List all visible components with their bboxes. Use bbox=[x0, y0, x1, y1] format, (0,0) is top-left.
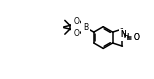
Text: O: O bbox=[134, 33, 140, 42]
Text: O: O bbox=[73, 17, 79, 26]
Text: B: B bbox=[83, 23, 88, 32]
Text: O: O bbox=[73, 29, 79, 38]
Text: H: H bbox=[123, 33, 128, 39]
Text: H: H bbox=[123, 33, 128, 39]
Text: N: N bbox=[120, 30, 126, 39]
Text: O: O bbox=[134, 33, 140, 42]
Text: O: O bbox=[73, 29, 79, 38]
Text: B: B bbox=[83, 23, 88, 32]
Text: O: O bbox=[73, 17, 79, 26]
Text: N: N bbox=[120, 30, 126, 39]
Text: N: N bbox=[120, 30, 126, 39]
Text: O: O bbox=[134, 33, 140, 42]
